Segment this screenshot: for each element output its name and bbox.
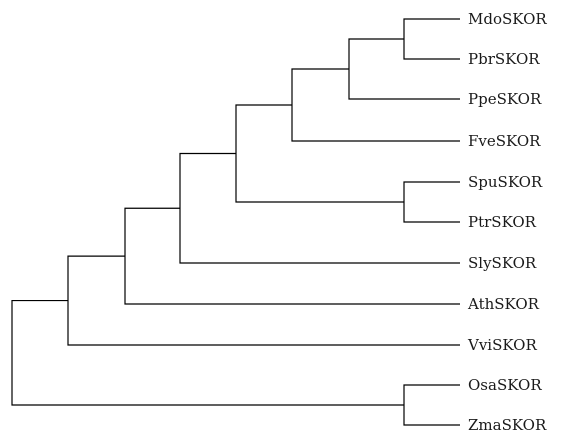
leaf-label-slyskor: SlySKOR: [468, 254, 537, 272]
branch-rosaceae-fve: [291, 68, 460, 142]
branch-with-vvi: [67, 255, 460, 346]
branch-osa-zma: [403, 384, 460, 426]
leaf-label-osaskor: OsaSKOR: [468, 376, 542, 394]
leaf-label-ppeskor: PpeSKOR: [468, 90, 542, 108]
leaf-label-vviskor: VviSKOR: [467, 336, 537, 354]
leaf-label-spuskor: SpuSKOR: [468, 173, 543, 191]
branch-rosid-clade: [235, 104, 404, 203]
leaf-label-ptrskor: PtrSKOR: [468, 213, 537, 231]
branch-root: [11, 299, 404, 406]
branch-spu-ptr: [403, 181, 460, 223]
branch-mdo-pbr: [403, 18, 460, 60]
tree-branches: [11, 18, 460, 426]
leaf-labels: MdoSKOR PbrSKOR PpeSKOR FveSKOR SpuSKOR …: [467, 10, 547, 434]
leaf-label-zmaskor: ZmaSKOR: [468, 416, 547, 434]
branch-with-ath: [124, 207, 460, 305]
leaf-label-mdoskor: MdoSKOR: [468, 10, 547, 28]
leaf-label-athskor: AthSKOR: [467, 295, 540, 313]
branch-with-sly: [179, 152, 460, 264]
leaf-label-pbrskor: PbrSKOR: [468, 50, 540, 68]
leaf-label-fveskor: FveSKOR: [468, 132, 541, 150]
